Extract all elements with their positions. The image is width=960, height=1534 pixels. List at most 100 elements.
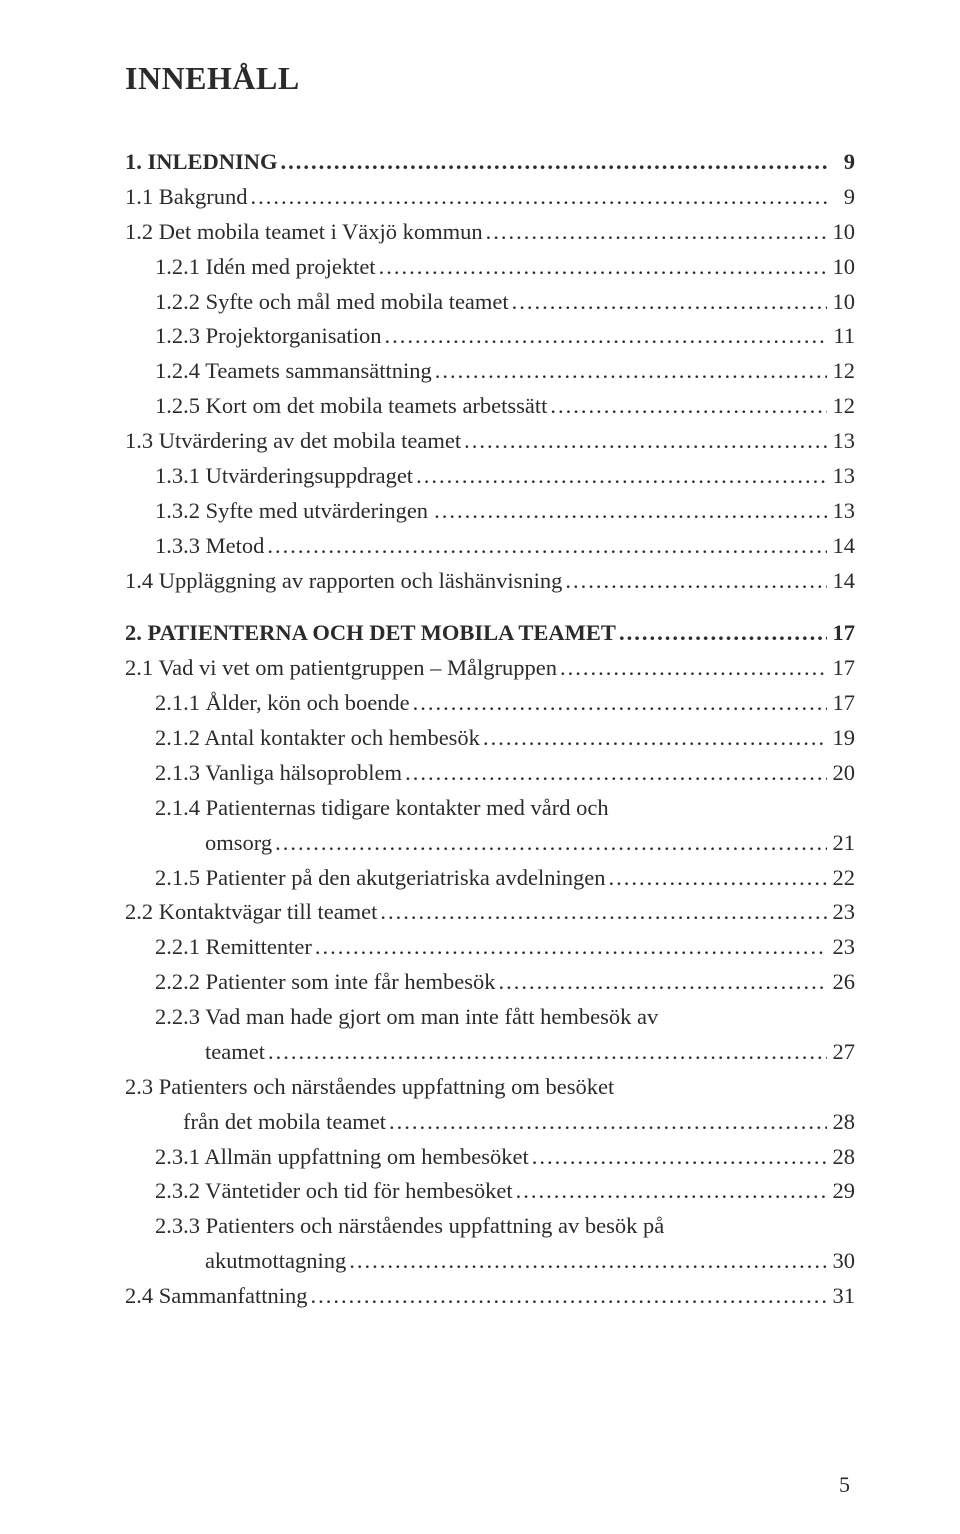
- toc-label: 2.1.1 Ålder, kön och boende: [155, 686, 410, 721]
- toc-leader-dots: [410, 686, 827, 721]
- toc-page: 26: [827, 965, 855, 1000]
- toc-entry: 1.2 Det mobila teamet i Växjö kommun 10: [125, 215, 855, 250]
- toc-page: 23: [827, 895, 855, 930]
- toc-entry: teamet 27: [125, 1035, 855, 1070]
- toc-page: 14: [827, 529, 855, 564]
- toc-leader-dots: [557, 651, 827, 686]
- toc-page: 13: [827, 459, 855, 494]
- toc-leader-dots: [376, 250, 827, 285]
- toc-label: 1.2.4 Teamets sammansättning: [155, 354, 432, 389]
- toc-entry: 1.2.5 Kort om det mobila teamets arbetss…: [125, 389, 855, 424]
- toc-label: 1.3.3 Metod: [155, 529, 264, 564]
- toc-page: 13: [827, 494, 855, 529]
- toc-label: 2.3.3 Patienters och närståendes uppfatt…: [155, 1209, 664, 1244]
- toc-leader-dots: [509, 285, 827, 320]
- toc-leader-dots: [307, 1279, 827, 1314]
- toc-label: 1. INLEDNING: [125, 145, 278, 180]
- toc-entry: omsorg21: [125, 826, 855, 861]
- toc-label: 1.4 Uppläggning av rapporten och läshänv…: [125, 564, 562, 599]
- toc-entry: 2.2.2 Patienter som inte får hembesök 26: [125, 965, 855, 1000]
- toc-page: 14: [827, 564, 855, 599]
- toc-leader-dots: [432, 354, 827, 389]
- toc-label: 1.1 Bakgrund: [125, 180, 248, 215]
- toc-page: 10: [827, 215, 855, 250]
- toc-leader-dots: [480, 721, 827, 756]
- toc-entry: 1.2.3 Projektorganisation 11: [125, 319, 855, 354]
- toc-leader-dots: [529, 1140, 827, 1175]
- toc-label: 1.2.2 Syfte och mål med mobila teamet: [155, 285, 509, 320]
- toc-label: 2.2.2 Patienter som inte får hembesök: [155, 965, 496, 1000]
- toc-label: 2.2.1 Remittenter: [155, 930, 312, 965]
- toc-page: 28: [827, 1140, 855, 1175]
- toc-label: 2.2 Kontaktvägar till teamet: [125, 895, 377, 930]
- toc-page: 10: [827, 250, 855, 285]
- toc-entry: från det mobila teamet 28: [125, 1105, 855, 1140]
- toc-page: 30: [827, 1244, 855, 1279]
- toc-leader-dots: [278, 145, 827, 180]
- toc-label: 2.1.4 Patienternas tidigare kontakter me…: [155, 791, 609, 826]
- toc-leader-dots: [413, 459, 827, 494]
- toc-label: 1.2 Det mobila teamet i Växjö kommun: [125, 215, 483, 250]
- toc-entry: 1.1 Bakgrund 9: [125, 180, 855, 215]
- toc-page: 20: [827, 756, 855, 791]
- toc-page: 12: [827, 354, 855, 389]
- toc-label: 2.3.2 Väntetider och tid för hembesöket: [155, 1174, 513, 1209]
- toc-page: 17: [827, 651, 855, 686]
- toc-page: 28: [827, 1105, 855, 1140]
- toc-label: 1.2.3 Projektorganisation: [155, 319, 381, 354]
- toc-entry: 2.1 Vad vi vet om patientgruppen – Målgr…: [125, 651, 855, 686]
- toc-page: 13: [827, 424, 855, 459]
- toc-label: 1.3.1 Utvärderingsuppdraget: [155, 459, 413, 494]
- toc-page: 9: [827, 145, 855, 180]
- toc-page: 27: [827, 1035, 855, 1070]
- toc-gap: [125, 598, 855, 616]
- table-of-contents: 1. INLEDNING91.1 Bakgrund91.2 Det mobila…: [125, 145, 855, 1314]
- toc-page: 10: [827, 285, 855, 320]
- toc-leader-dots: [402, 756, 827, 791]
- toc-leader-dots: [562, 564, 827, 599]
- page-number: 5: [839, 1472, 850, 1498]
- toc-entry: 2.1.5 Patienter på den akutgeriatriska a…: [125, 861, 855, 896]
- toc-leader-dots: [386, 1105, 827, 1140]
- toc-entry: 2. PATIENTERNA OCH DET MOBILA TEAMET17: [125, 616, 855, 651]
- toc-entry: 1.3.3 Metod 14: [125, 529, 855, 564]
- toc-label: teamet: [205, 1035, 265, 1070]
- toc-heading: INNEHÅLL: [125, 60, 855, 97]
- toc-page: 9: [827, 180, 855, 215]
- toc-entry: 2.1.1 Ålder, kön och boende 17: [125, 686, 855, 721]
- toc-entry: 1.2.4 Teamets sammansättning 12: [125, 354, 855, 389]
- toc-label: från det mobila teamet: [183, 1105, 386, 1140]
- toc-leader-dots: [381, 319, 827, 354]
- toc-page: 11: [827, 319, 855, 354]
- toc-page: 29: [827, 1174, 855, 1209]
- toc-leader-dots: [605, 861, 827, 896]
- toc-leader-dots: [461, 424, 827, 459]
- toc-page: 17: [827, 686, 855, 721]
- toc-leader-dots: [483, 215, 827, 250]
- toc-entry: 2.2.3 Vad man hade gjort om man inte fåt…: [125, 1000, 855, 1035]
- toc-entry: 1.4 Uppläggning av rapporten och läshänv…: [125, 564, 855, 599]
- toc-leader-dots: [377, 895, 827, 930]
- toc-entry: 2.1.4 Patienternas tidigare kontakter me…: [125, 791, 855, 826]
- toc-leader-dots: [496, 965, 827, 1000]
- toc-label: 2.3.1 Allmän uppfattning om hembesöket: [155, 1140, 529, 1175]
- toc-entry: 1.3 Utvärdering av det mobila teamet 13: [125, 424, 855, 459]
- toc-leader-dots: [272, 826, 827, 861]
- toc-page: 19: [827, 721, 855, 756]
- toc-entry: 2.1.2 Antal kontakter och hembesök19: [125, 721, 855, 756]
- toc-leader-dots: [547, 389, 827, 424]
- toc-entry: 2.2 Kontaktvägar till teamet 23: [125, 895, 855, 930]
- toc-entry: 2.3.1 Allmän uppfattning om hembesöket 28: [125, 1140, 855, 1175]
- toc-entry: 2.3.3 Patienters och närståendes uppfatt…: [125, 1209, 855, 1244]
- toc-entry: 1.2.2 Syfte och mål med mobila teamet 10: [125, 285, 855, 320]
- toc-label: 1.3 Utvärdering av det mobila teamet: [125, 424, 461, 459]
- toc-label: 2.4 Sammanfattning: [125, 1279, 307, 1314]
- toc-entry: 1.3.1 Utvärderingsuppdraget 13: [125, 459, 855, 494]
- toc-label: 2.1.5 Patienter på den akutgeriatriska a…: [155, 861, 605, 896]
- toc-leader-dots: [265, 1035, 827, 1070]
- toc-label: akutmottagning: [205, 1244, 346, 1279]
- toc-leader-dots: [248, 180, 828, 215]
- toc-leader-dots: [513, 1174, 827, 1209]
- toc-label: 2.2.3 Vad man hade gjort om man inte fåt…: [155, 1000, 658, 1035]
- toc-label: 1.2.5 Kort om det mobila teamets arbetss…: [155, 389, 547, 424]
